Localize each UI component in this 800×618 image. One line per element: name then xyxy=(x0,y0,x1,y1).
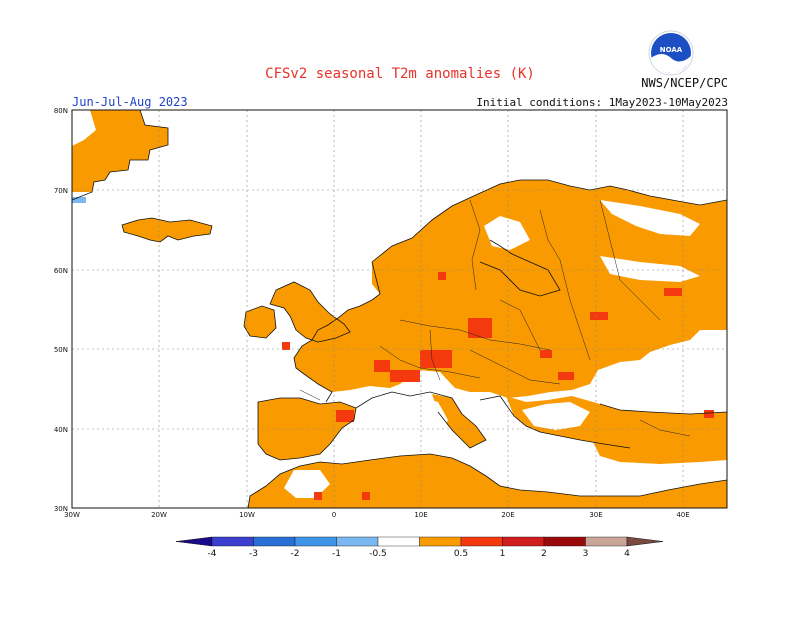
colorbar-label: 0.5 xyxy=(454,549,468,559)
colorbar-arrow-high xyxy=(626,536,664,547)
lat-tick: 70N xyxy=(54,187,68,195)
lon-tick-labels: 30W 20W 10W 0 10E 20E 30E 40E xyxy=(64,511,690,519)
colorbar-label: -0.5 xyxy=(369,549,387,559)
colorbar-label: -4 xyxy=(208,549,217,559)
colorbar-segment xyxy=(419,536,462,547)
country-borders xyxy=(299,199,691,437)
anomaly-shading-cool xyxy=(72,197,86,203)
lon-tick: 10E xyxy=(414,511,427,519)
colorbar-segment xyxy=(336,536,379,547)
colorbar-label: -2 xyxy=(291,549,300,559)
graticule xyxy=(72,110,727,508)
colorbar-segment xyxy=(543,536,586,547)
lat-tick: 30N xyxy=(54,505,68,513)
lon-tick: 30W xyxy=(64,511,80,519)
anomaly-shading-hot xyxy=(282,272,714,500)
noaa-logo: NOAA xyxy=(648,30,694,76)
plot-frame xyxy=(71,109,728,509)
chart-title: CFSv2 seasonal T2m anomalies (K) xyxy=(265,66,535,82)
colorbar-label: -3 xyxy=(249,549,258,559)
season-label: Jun-Jul-Aug 2023 xyxy=(72,95,188,109)
lon-tick: 40E xyxy=(676,511,689,519)
lon-tick: 20E xyxy=(501,511,514,519)
initial-conditions-label: Initial conditions: 1May2023-10May2023 xyxy=(476,96,728,109)
colorbar: -4 -3 -2 -1 -0.5 0.5 1 2 3 4 xyxy=(175,536,664,559)
colorbar-segment xyxy=(502,536,545,547)
logo-text: NOAA xyxy=(660,46,683,54)
lon-tick: 20W xyxy=(151,511,167,519)
colorbar-arrow-low xyxy=(175,536,213,547)
lon-tick: 30E xyxy=(589,511,602,519)
colorbar-label: 1 xyxy=(500,549,506,559)
colorbar-segment xyxy=(253,536,296,547)
lat-tick-labels: 80N 70N 60N 50N 40N 30N xyxy=(54,107,68,513)
coastlines xyxy=(71,109,728,509)
colorbar-segment xyxy=(585,536,628,547)
colorbar-label: -1 xyxy=(332,549,341,559)
colorbar-label: 4 xyxy=(624,549,630,559)
colorbar-segment xyxy=(211,536,254,547)
agency-label: NWS/NCEP/CPC xyxy=(641,76,728,90)
anomaly-shading-warm xyxy=(72,110,727,508)
lat-tick: 50N xyxy=(54,346,68,354)
lon-tick: 0 xyxy=(332,511,336,519)
colorbar-segment xyxy=(294,536,337,547)
lat-tick: 60N xyxy=(54,267,68,275)
no-anomaly-areas xyxy=(72,110,700,498)
colorbar-label: 3 xyxy=(583,549,589,559)
colorbar-segment xyxy=(377,536,420,547)
lon-tick: 10W xyxy=(239,511,255,519)
colorbar-label: 2 xyxy=(541,549,547,559)
lat-tick: 80N xyxy=(54,107,68,115)
colorbar-segment xyxy=(460,536,503,547)
lat-tick: 40N xyxy=(54,426,68,434)
